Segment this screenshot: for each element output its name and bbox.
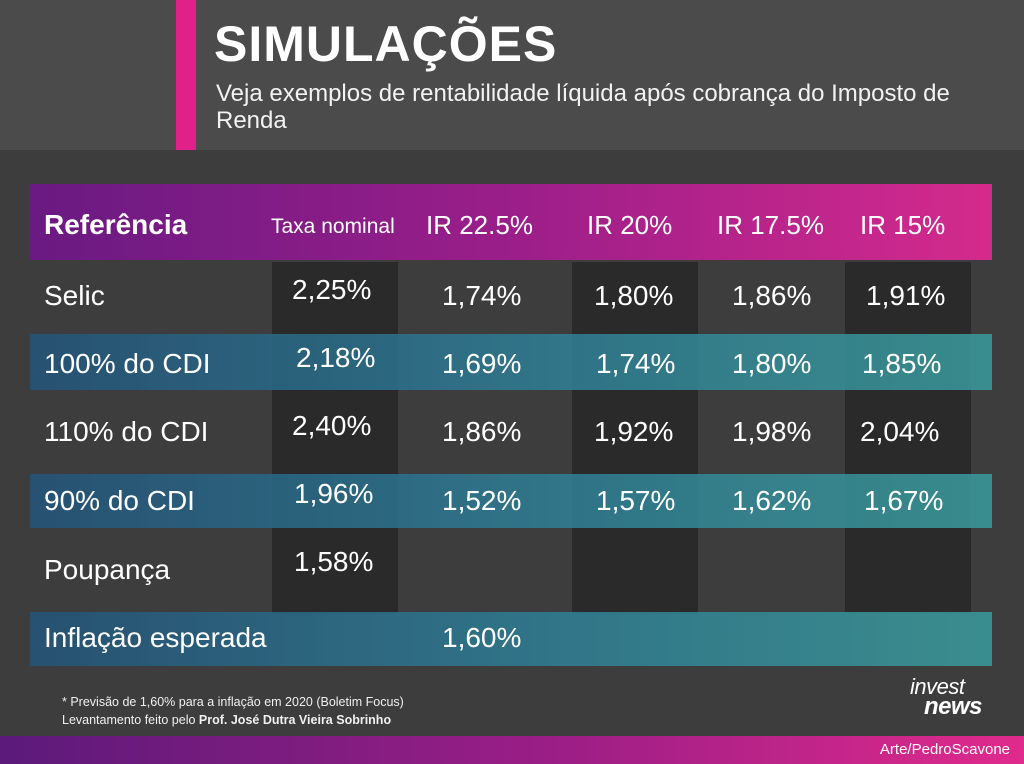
page-subtitle: Veja exemplos de rentabilidade líquida a… [216,80,950,134]
row-label: 100% do CDI [44,348,211,379]
cell-ir-17-5: 1,62% [732,485,812,516]
footnote-author-prefix: Levantamento feito pelo [62,713,199,727]
inflation-label: Inflação esperada [44,622,267,653]
row-label: Poupança [44,554,171,585]
row-band-90-cdi [30,474,992,528]
cell-ir-15: 2,04% [860,416,940,447]
investnews-logo: invest news [910,676,1010,720]
cell-ir-22-5: 1,52% [442,485,522,516]
column-header-ir-17-5: IR 17.5% [717,210,824,240]
table-header-row [30,184,992,260]
cell-ir-22-5: 1,86% [442,416,522,447]
column-header-ir-22-5: IR 22.5% [426,210,533,240]
cell-ir-20: 1,57% [596,485,676,516]
row-band-inflacao [30,612,992,666]
cell-ir-17-5: 1,80% [732,348,812,379]
footnote-inflation: * Previsão de 1,60% para a inflação em 2… [62,695,404,709]
cell-ir-15: 1,91% [866,280,946,311]
footnote-author-name: Prof. José Dutra Vieira Sobrinho [198,713,392,727]
cell-ir-20: 1,74% [596,348,676,379]
cell-nominal: 2,25% [292,274,372,305]
accent-bar [176,0,196,150]
cell-nominal: 2,40% [292,410,372,441]
footnote-author: Levantamento feito pelo Prof. José Dutra… [62,712,391,728]
art-credit: Arte/PedroScavone [879,741,1010,758]
inflation-value: 1,60% [442,622,522,653]
cell-ir-17-5: 1,86% [732,280,812,311]
cell-ir-15: 1,67% [864,485,944,516]
column-header-taxa-nominal: Taxa nominal [271,215,395,238]
bottom-bar: Arte/PedroScavone [0,736,1024,764]
cell-nominal: 1,96% [294,478,374,509]
column-header-ir-20: IR 20% [587,210,673,240]
column-stripe-nominal [272,262,398,614]
column-header-referencia: Referência [44,209,188,240]
cell-ir-22-5: 1,74% [442,280,522,311]
column-stripe-ir15 [845,262,971,614]
logo-text-news: news [924,693,983,720]
row-band-100-cdi [30,334,992,390]
cell-ir-20: 1,80% [594,280,674,311]
cell-ir-15: 1,85% [862,348,942,379]
cell-ir-20: 1,92% [594,416,674,447]
cell-nominal: 2,18% [296,342,376,373]
row-label: Selic [44,280,105,311]
column-header-ir-15: IR 15% [860,210,946,240]
logo-text-invest: invest [910,674,965,699]
cell-ir-17-5: 1,98% [732,416,812,447]
header [0,0,1024,150]
column-stripe-ir20 [572,262,698,614]
page-title: SIMULAÇÕES [214,16,558,72]
cell-ir-22-5: 1,69% [442,348,522,379]
row-label: 110% do CDI [44,416,209,447]
row-label: 90% do CDI [44,485,195,516]
cell-nominal: 1,58% [294,546,374,577]
